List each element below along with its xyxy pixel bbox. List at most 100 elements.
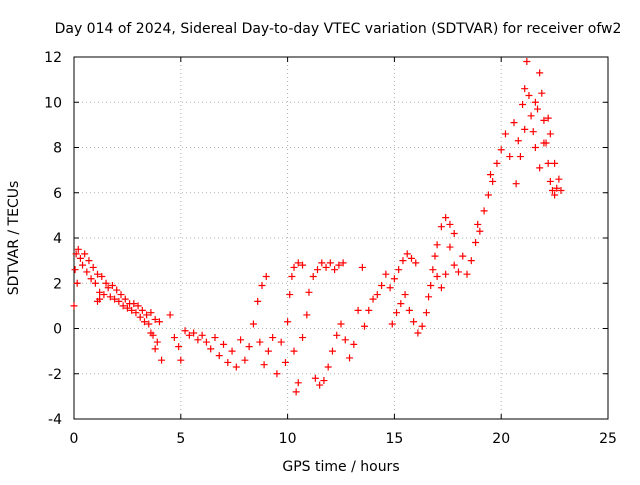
data-point	[335, 261, 343, 269]
data-point	[546, 177, 554, 185]
data-point	[143, 311, 151, 319]
data-point	[382, 270, 390, 278]
data-point	[106, 293, 114, 301]
data-point	[288, 272, 296, 280]
data-point	[130, 300, 138, 308]
data-point	[337, 320, 345, 328]
data-point	[397, 300, 405, 308]
data-point	[89, 263, 97, 271]
data-point	[108, 282, 116, 290]
data-point	[314, 266, 322, 274]
data-point	[151, 315, 159, 323]
data-point	[506, 153, 514, 161]
data-point	[412, 259, 420, 267]
data-point	[202, 338, 210, 346]
grid	[74, 57, 608, 419]
data-point	[228, 347, 236, 355]
data-point	[388, 320, 396, 328]
data-point	[433, 241, 441, 249]
data-point	[104, 284, 112, 292]
data-point	[326, 259, 334, 267]
data-point	[147, 309, 155, 317]
data-point	[256, 338, 264, 346]
data-point	[484, 191, 492, 199]
data-point	[480, 207, 488, 215]
data-point	[540, 116, 548, 124]
x-tick-label: 5	[176, 431, 185, 447]
x-axis: 0 5 10 15 20 25	[70, 57, 617, 447]
data-point	[70, 302, 78, 310]
data-point	[390, 275, 398, 283]
x-tick-label: 0	[70, 431, 79, 447]
data-point	[185, 331, 193, 339]
data-point	[553, 184, 561, 192]
data-point	[536, 164, 544, 172]
data-point	[258, 282, 266, 290]
data-point	[83, 268, 91, 276]
data-point	[429, 266, 437, 274]
data-point	[328, 347, 336, 355]
data-point	[497, 146, 505, 154]
data-point	[521, 125, 529, 133]
data-point	[386, 284, 394, 292]
data-point	[262, 272, 270, 280]
data-point	[463, 270, 471, 278]
data-point	[551, 159, 559, 167]
data-point	[220, 340, 228, 348]
data-point	[102, 279, 110, 287]
data-point	[459, 252, 467, 260]
data-point	[437, 223, 445, 231]
data-point	[299, 334, 307, 342]
data-point	[320, 377, 328, 385]
data-point	[211, 334, 219, 342]
data-point	[525, 91, 533, 99]
data-point	[96, 288, 104, 296]
data-point	[373, 291, 381, 299]
y-axis: -4 -2 0 2 4 6 8 10 12	[44, 50, 608, 428]
data-point	[318, 259, 326, 267]
data-point	[286, 291, 294, 299]
data-point	[74, 245, 82, 253]
data-point	[521, 85, 529, 93]
data-point	[249, 320, 257, 328]
data-point	[166, 311, 174, 319]
data-point	[403, 250, 411, 258]
data-point	[138, 306, 146, 314]
data-point	[350, 340, 358, 348]
data-point	[303, 311, 311, 319]
data-point	[346, 354, 354, 362]
data-point	[316, 381, 324, 389]
data-point	[260, 361, 268, 369]
x-tick-label: 20	[492, 431, 510, 447]
data-point	[269, 334, 277, 342]
x-tick-label: 15	[385, 431, 403, 447]
data-point	[123, 304, 131, 312]
data-point	[418, 322, 426, 330]
data-point	[100, 291, 108, 299]
data-point	[309, 272, 317, 280]
data-point	[536, 69, 544, 77]
data-point	[198, 331, 206, 339]
data-point	[414, 329, 422, 337]
data-point	[241, 356, 249, 364]
data-point	[514, 137, 522, 145]
data-point	[190, 329, 198, 337]
data-point	[369, 295, 377, 303]
data-point	[410, 318, 418, 326]
data-point	[399, 257, 407, 265]
data-point	[194, 336, 202, 344]
data-point	[433, 272, 441, 280]
data-point	[134, 302, 142, 310]
data-point	[158, 356, 166, 364]
data-point	[237, 336, 245, 344]
data-point	[360, 322, 368, 330]
data-point	[155, 318, 163, 326]
data-point	[277, 338, 285, 346]
data-point	[215, 352, 223, 360]
data-point	[474, 220, 482, 228]
data-point	[79, 261, 87, 269]
data-point	[294, 259, 302, 267]
data-point	[136, 313, 144, 321]
data-point	[555, 175, 563, 183]
data-point	[516, 153, 524, 161]
